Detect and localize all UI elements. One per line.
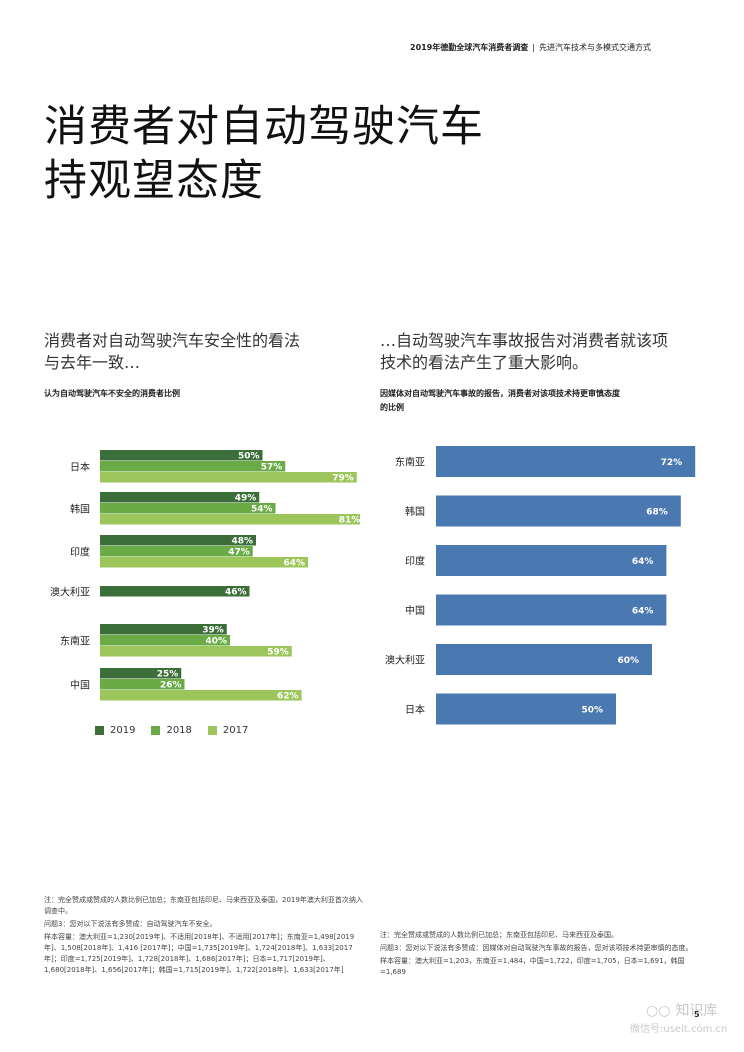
section-name: 先进汽车技术与多模式交通方式	[538, 43, 651, 52]
left-bar-2017	[100, 690, 302, 701]
left-note-2: 问题3：您对以下说法有多赞成：自动驾驶汽车不安全。	[44, 920, 217, 928]
right-bar-chart: 东南亚 72% 韩国 68% 印度 64% 中国 64% 澳大利亚 60% 日本 50%	[385, 446, 696, 725]
left-category-label: 日本	[70, 461, 90, 474]
right-bar-value-label: 50%	[581, 706, 603, 716]
right-note-1: 注：完全赞成或赞成的人数比例已加总；东南亚包括印尼、马来西亚及泰国。	[380, 931, 618, 939]
right-bar-value-label: 64%	[632, 557, 654, 567]
legend-item-2018: 2018	[151, 725, 192, 736]
right-bar	[436, 594, 667, 626]
legend-swatch	[151, 726, 161, 735]
left-bar-value-label: 26%	[160, 681, 182, 691]
right-bar-value-label: 72%	[661, 458, 683, 468]
left-bar-chart: 日本 50%57% 79% 韩国 49%54% 81% 印度 48%47% 64% 澳大利亚 46%…	[50, 450, 360, 702]
left-bar-2019	[100, 668, 182, 679]
left-bar-2018	[100, 546, 253, 557]
left-bar-value-label: 54%	[251, 505, 273, 515]
right-category-label: 澳大利亚	[385, 654, 425, 667]
left-bar-value-label: 57%	[261, 463, 283, 473]
right-note-2: 问题3：您对以下说法有多赞成：因媒体对自动驾驶汽车事故的报告，您对该项技术持更审…	[380, 944, 693, 952]
left-bar-value-label: 81%	[339, 516, 360, 526]
right-bar	[436, 644, 652, 675]
left-note-3: 样本容量：澳大利亚=1,230[2019年]、不适用[2018年]、不适用[20…	[44, 933, 355, 974]
right-chart-title: 因媒体对自动驾驶汽车事故的报告，消费者对该项技术持更审慎态度 的比例	[380, 387, 710, 415]
left-bar-2018	[100, 503, 276, 514]
left-category-label: 澳大利亚	[50, 586, 90, 599]
left-bar-value-label: 49%	[235, 494, 257, 504]
right-subtitle-line2: 技术的看法产生了重大影响。	[380, 353, 589, 372]
right-bar-value-label: 60%	[617, 656, 639, 666]
legend-swatch	[207, 726, 217, 735]
left-bar-value-label: 50%	[238, 452, 260, 462]
page-number: 5	[694, 1010, 700, 1019]
left-bar-2019	[100, 535, 256, 546]
watermark: ○○ 知识库	[646, 1000, 718, 1020]
left-category-label: 韩国	[70, 503, 90, 516]
left-bar-2017	[100, 514, 360, 525]
watermark-wechat-id: 微信号:useit.com.cn	[630, 1024, 728, 1035]
left-bar-2018	[100, 679, 185, 690]
right-category-label: 韩国	[405, 505, 425, 518]
right-bar	[436, 495, 681, 527]
left-category-label: 中国	[70, 679, 90, 692]
left-bar-value-label: 79%	[332, 474, 354, 484]
left-bar-2019	[100, 586, 250, 597]
left-bar-2017	[100, 557, 308, 568]
left-bar-2017	[100, 646, 292, 657]
right-bar-value-label: 64%	[632, 607, 654, 617]
legend-item-2019: 2019	[95, 725, 135, 736]
left-subtitle-line1: 消费者对自动驾驶汽车安全性的看法	[44, 331, 301, 350]
right-note-3: 样本容量：澳大利亚=1,203，东南亚=1,484，中国=1,722，印度=1,…	[380, 957, 685, 976]
legend-item-2017: 2017	[207, 725, 249, 736]
legend-label: 2019	[110, 725, 136, 736]
right-category-label: 中国	[405, 604, 425, 617]
right-chart-title-line1: 因媒体对自动驾驶汽车事故的报告，消费者对该项技术持更审慎态度	[380, 389, 620, 398]
page-title: 消费者对自动驾驶汽车 持观望态度	[44, 100, 484, 208]
left-category-label: 东南亚	[60, 635, 90, 648]
page-title-line2: 持观望态度	[44, 156, 264, 206]
left-chart-legend: 2019 2018 2017	[95, 720, 264, 739]
left-bar-value-label: 47%	[228, 548, 250, 558]
watermark-brand: 知识库	[675, 1003, 718, 1019]
legend-label: 2017	[222, 725, 249, 736]
right-bar	[436, 693, 616, 725]
report-header: 2019年德勤全球汽车消费者调查 | 先进汽车技术与多模式交通方式	[410, 42, 702, 53]
wechat-icon: ○○	[646, 1003, 671, 1019]
left-bar-value-label: 39%	[202, 626, 224, 636]
header-separator: |	[532, 43, 535, 52]
right-subtitle-line1: …自动驾驶汽车事故报告对消费者就该项	[380, 331, 669, 350]
left-bar-2019	[100, 624, 227, 635]
left-category-label: 印度	[70, 546, 90, 559]
left-bar-2018	[100, 461, 286, 472]
left-bar-2018	[100, 635, 230, 646]
left-bar-2019	[100, 450, 263, 461]
left-bar-value-label: 59%	[267, 648, 289, 658]
left-notes: 注：完全赞成或赞成的人数比例已加总；东南亚包括印尼、马来西亚及泰国，2019年澳…	[44, 895, 364, 978]
right-category-label: 印度	[405, 555, 425, 568]
left-bar-2017	[100, 472, 357, 483]
report-name: 2019年德勤全球汽车消费者调查	[410, 43, 529, 52]
left-bar-value-label: 46%	[225, 588, 247, 598]
left-bar-value-label: 62%	[277, 692, 299, 702]
right-bar-value-label: 68%	[646, 508, 668, 518]
right-bar	[436, 545, 667, 576]
right-bar	[436, 446, 696, 477]
left-subtitle: 消费者对自动驾驶汽车安全性的看法 与去年一致…	[44, 330, 344, 374]
right-category-label: 日本	[405, 703, 425, 716]
left-subtitle-line2: 与去年一致…	[44, 353, 141, 372]
left-bar-value-label: 25%	[157, 670, 179, 680]
legend-swatch	[95, 726, 104, 735]
left-chart-title: 认为自动驾驶汽车不安全的消费者比例	[44, 389, 180, 398]
legend-label: 2018	[166, 725, 192, 736]
left-bar-value-label: 48%	[231, 537, 253, 547]
left-note-1: 注：完全赞成或赞成的人数比例已加总；东南亚包括印尼、马来西亚及泰国，2019年澳…	[44, 896, 363, 915]
right-subtitle: …自动驾驶汽车事故报告对消费者就该项 技术的看法产生了重大影响。	[380, 330, 710, 374]
page-title-line1: 消费者对自动驾驶汽车	[44, 102, 484, 152]
right-notes: 注：完全赞成或赞成的人数比例已加总；东南亚包括印尼、马来西亚及泰国。 问题3：您…	[380, 930, 700, 980]
right-category-label: 东南亚	[395, 456, 425, 469]
left-bar-value-label: 64%	[283, 559, 305, 569]
left-bar-value-label: 40%	[205, 637, 227, 647]
left-bar-2019	[100, 492, 260, 503]
right-chart-title-line2: 的比例	[380, 403, 404, 412]
